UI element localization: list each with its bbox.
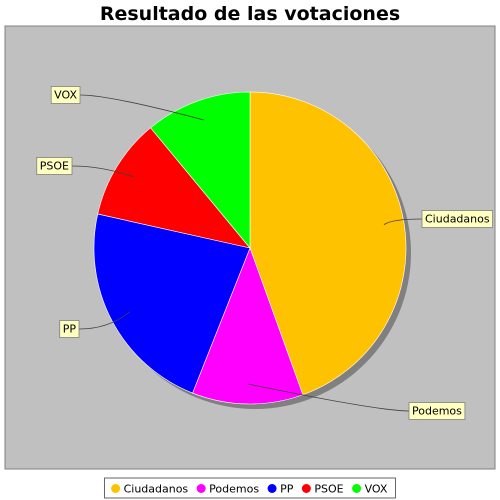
pie-slices — [93, 91, 407, 405]
chart-title: Resultado de las votaciones — [99, 3, 401, 25]
slice-label-box-ciudadanos — [421, 210, 493, 228]
callout-line-vox — [79, 94, 205, 121]
pie-slice-psoe — [97, 127, 251, 249]
callout-line-psoe — [71, 165, 135, 178]
legend-frame — [104, 477, 396, 499]
legend-label-pp: PP — [280, 483, 294, 496]
slice-label-psoe: PSOE — [40, 160, 69, 173]
slice-label-box-pp — [59, 320, 80, 338]
pie-slice-vox — [150, 91, 251, 249]
callout-line-ciudadanos — [383, 218, 423, 225]
legend-swatch-ciudadanos — [111, 484, 121, 493]
legend-label-vox: VOX — [365, 483, 388, 496]
legend: Ciudadanos Podemos PP PSOE VOX — [104, 477, 396, 499]
slice-label-ciudadanos: Ciudadanos — [425, 213, 490, 226]
pie-slice-pp — [93, 213, 251, 394]
slice-label-pp: PP — [63, 323, 77, 336]
slice-label-box-vox — [50, 86, 81, 104]
legend-label-podemos: Podemos — [209, 483, 259, 496]
slice-label-box-podemos — [408, 402, 466, 420]
slice-label-box-psoe — [36, 157, 73, 175]
callout-line-pp — [78, 311, 131, 330]
legend-swatch-pp — [267, 484, 277, 493]
pie-slice-ciudadanos — [249, 91, 407, 396]
legend-label-psoe: PSOE — [314, 483, 343, 496]
legend-swatch-vox — [352, 484, 362, 493]
slice-callouts: Ciudadanos Podemos PP PSOE VOX — [36, 86, 493, 420]
legend-swatch-podemos — [196, 484, 206, 493]
slice-label-podemos: Podemos — [412, 405, 462, 418]
pie-slice-podemos — [192, 247, 304, 405]
slice-label-vox: VOX — [54, 89, 77, 102]
legend-swatch-psoe — [301, 484, 311, 493]
legend-label-ciudadanos: Ciudadanos — [124, 483, 189, 496]
callout-line-podemos — [247, 383, 410, 412]
